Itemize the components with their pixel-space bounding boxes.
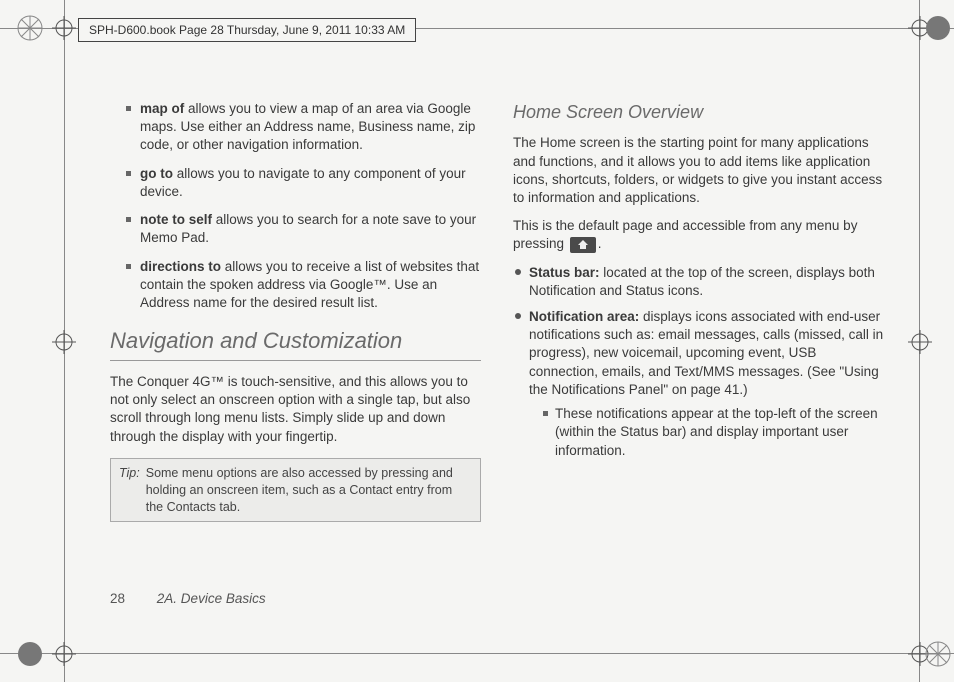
home-overview-list: Status bar: located at the top of the sc…: [515, 264, 884, 460]
desc: allows you to navigate to any component …: [140, 166, 466, 199]
color-swatch-icon: [924, 640, 952, 668]
tip-label: Tip:: [119, 465, 140, 516]
list-item: directions to allows you to receive a li…: [126, 258, 481, 313]
page-footer: 28 2A. Device Basics: [110, 591, 266, 606]
framemaker-header: SPH-D600.book Page 28 Thursday, June 9, …: [78, 18, 416, 42]
list-item: map of allows you to view a map of an ar…: [126, 100, 481, 155]
voice-command-list: map of allows you to view a map of an ar…: [126, 100, 481, 312]
list-item: Notification area: displays icons associ…: [515, 308, 884, 460]
text-after-icon: .: [598, 236, 602, 251]
right-column: Home Screen Overview The Home screen is …: [513, 100, 884, 562]
intro-paragraph: The Home screen is the starting point fo…: [513, 134, 884, 207]
list-item: note to self allows you to search for a …: [126, 211, 481, 247]
color-swatch-icon: [924, 14, 952, 42]
registration-mark: [52, 330, 76, 354]
term: note to self: [140, 212, 212, 227]
home-key-icon: [570, 237, 596, 253]
registration-mark: [908, 330, 932, 354]
list-item: Status bar: located at the top of the sc…: [515, 264, 884, 300]
tip-box: Tip: Some menu options are also accessed…: [110, 458, 481, 523]
term: go to: [140, 166, 173, 181]
sub-list-item: These notifications appear at the top-le…: [543, 405, 884, 460]
registration-mark: [52, 16, 76, 40]
page-number: 28: [110, 591, 125, 606]
section-label: 2A. Device Basics: [157, 591, 266, 606]
term: directions to: [140, 259, 221, 274]
term: map of: [140, 101, 184, 116]
left-column: map of allows you to view a map of an ar…: [110, 100, 481, 562]
text-before-icon: This is the default page and accessible …: [513, 218, 857, 251]
sub-list: These notifications appear at the top-le…: [543, 405, 884, 460]
term: Status bar:: [529, 265, 600, 280]
page-content: map of allows you to view a map of an ar…: [110, 100, 884, 562]
section-heading: Navigation and Customization: [110, 326, 481, 361]
subsection-heading: Home Screen Overview: [513, 100, 884, 124]
color-swatch-icon: [16, 14, 44, 42]
default-page-paragraph: This is the default page and accessible …: [513, 217, 884, 253]
header-text: SPH-D600.book Page 28 Thursday, June 9, …: [89, 23, 405, 37]
section-body: The Conquer 4G™ is touch-sensitive, and …: [110, 373, 481, 446]
tip-text: Some menu options are also accessed by p…: [146, 465, 472, 516]
desc: allows you to view a map of an area via …: [140, 101, 475, 152]
term: Notification area:: [529, 309, 639, 324]
color-swatch-icon: [16, 640, 44, 668]
list-item: go to allows you to navigate to any comp…: [126, 165, 481, 201]
crop-line-bottom: [0, 653, 954, 654]
registration-mark: [52, 642, 76, 666]
